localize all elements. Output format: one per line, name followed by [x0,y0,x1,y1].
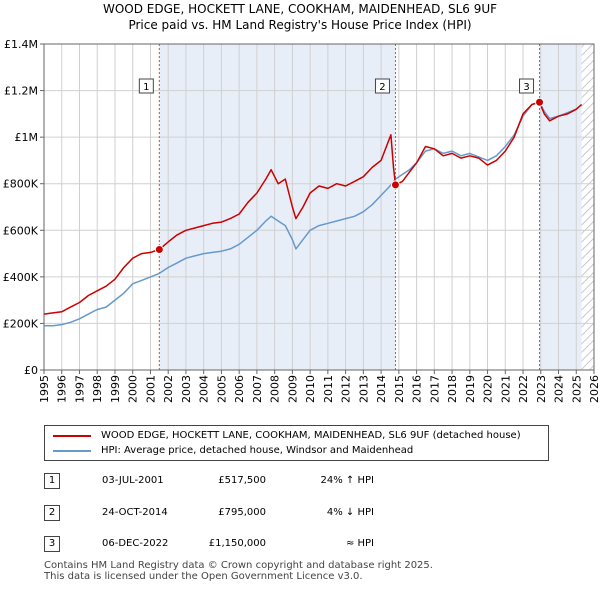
x-tick-label: 2013 [357,375,370,403]
x-tick-label: 2000 [127,375,140,403]
sale-label-box [519,78,535,94]
x-tick-label: 1997 [73,375,86,403]
sale-point [390,180,400,190]
sale-point [535,97,545,107]
x-tick-label: 2005 [215,375,228,403]
transaction-row: 2 24-OCT-2014 £795,000 4% ↓ HPI [44,503,584,523]
x-tick-label: 2022 [517,375,530,403]
x-axis-ticks: 1995 1996 1997 1998 1999 2000 2001 2002 2003 2004… [38,370,600,403]
transaction-date: 24-OCT-2014 [102,507,168,518]
y-tick-label: £400K [3,271,39,284]
transaction-number: 2 [44,505,60,521]
series-line-property [43,101,583,315]
y-axis-ticks: £0 £200K £400K £600K £800K £1M £1.2M £1.4M [3,38,44,377]
x-tick-label: 2024 [553,375,566,403]
series-lines [43,101,583,327]
x-tick-label: 2026 [588,375,600,403]
x-tick-label: 2020 [482,375,495,403]
shaded-region [159,44,396,370]
transaction-row: 3 06-DEC-2022 £1,150,000 ≈ HPI [44,534,584,554]
x-tick-label: 2002 [162,375,175,403]
y-tick-label: £200K [3,317,39,330]
x-tick-label: 2018 [446,375,459,403]
x-tick-label: 2010 [304,375,317,403]
legend-swatch-hpi [53,450,91,452]
shaded-region [539,44,582,370]
sale-label: 2 [379,82,385,93]
x-tick-label: 1996 [56,375,69,403]
x-tick-label: 2014 [375,375,388,403]
x-tick-label: 2017 [428,375,441,403]
transaction-number: 1 [44,473,60,489]
x-tick-label: 1995 [38,375,51,403]
sale-label-box [374,78,390,94]
transaction-number: 3 [44,536,60,552]
x-tick-label: 2025 [570,375,583,403]
footer-line-2: This data is licensed under the Open Gov… [44,571,363,582]
transaction-price: £517,500 [218,475,266,486]
legend-label-hpi: HPI: Average price, detached house, Wind… [101,445,414,456]
transaction-date: 06-DEC-2022 [102,538,169,549]
y-tick-label: £1.4M [4,38,38,51]
x-tick-label: 2011 [322,375,335,403]
y-tick-label: £1.2M [4,85,38,98]
sale-label: 1 [143,82,149,93]
x-tick-label: 2015 [393,375,406,403]
x-tick-label: 2021 [499,375,512,403]
x-tick-label: 2012 [340,375,353,403]
x-tick-label: 2003 [180,375,193,403]
transaction-hpi: 4% ↓ HPI [326,507,374,518]
y-tick-label: £1M [15,131,39,144]
transaction-row: 1 03-JUL-2001 £517,500 24% ↑ HPI [44,471,584,491]
shaded-regions [159,44,594,370]
y-tick-label: £800K [3,178,39,191]
transaction-hpi: 24% ↑ HPI [320,475,374,486]
sale-label-box [138,78,154,94]
sale-point [154,244,164,254]
y-tick-label: £0 [24,364,38,377]
sale-label: 3 [523,82,529,93]
x-tick-label: 2009 [286,375,299,403]
series-line-hpi [44,101,583,327]
chart-title: WOOD EDGE, HOCKETT LANE, COOKHAM, MAIDEN… [102,2,498,16]
x-tick-label: 1999 [109,375,122,403]
chart-subtitle: Price paid vs. HM Land Registry's House … [128,18,472,32]
x-tick-label: 2023 [535,375,548,403]
transaction-price: £795,000 [218,507,266,518]
hatched-region [581,44,594,370]
transaction-date: 03-JUL-2001 [102,475,164,486]
legend-label-property: WOOD EDGE, HOCKETT LANE, COOKHAM, MAIDEN… [101,430,521,441]
x-tick-label: 2019 [464,375,477,403]
plot-frame [43,43,595,371]
transaction-hpi: ≈ HPI [345,538,374,549]
legend-swatch-property [53,435,91,437]
x-tick-label: 2004 [198,375,211,403]
x-tick-label: 2006 [233,375,246,403]
x-tick-label: 2016 [411,375,424,403]
footer-line-1: Contains HM Land Registry data © Crown c… [44,560,433,571]
x-tick-label: 2001 [144,375,157,403]
footer: Contains HM Land Registry data © Crown c… [44,560,433,582]
sale-points: 1 2 3 [138,78,545,254]
x-tick-label: 2008 [269,375,282,403]
x-tick-label: 2007 [251,375,264,403]
legend: WOOD EDGE, HOCKETT LANE, COOKHAM, MAIDEN… [44,425,549,461]
transaction-price: £1,150,000 [208,538,266,549]
y-tick-label: £600K [3,224,39,237]
x-tick-label: 1998 [91,375,104,403]
